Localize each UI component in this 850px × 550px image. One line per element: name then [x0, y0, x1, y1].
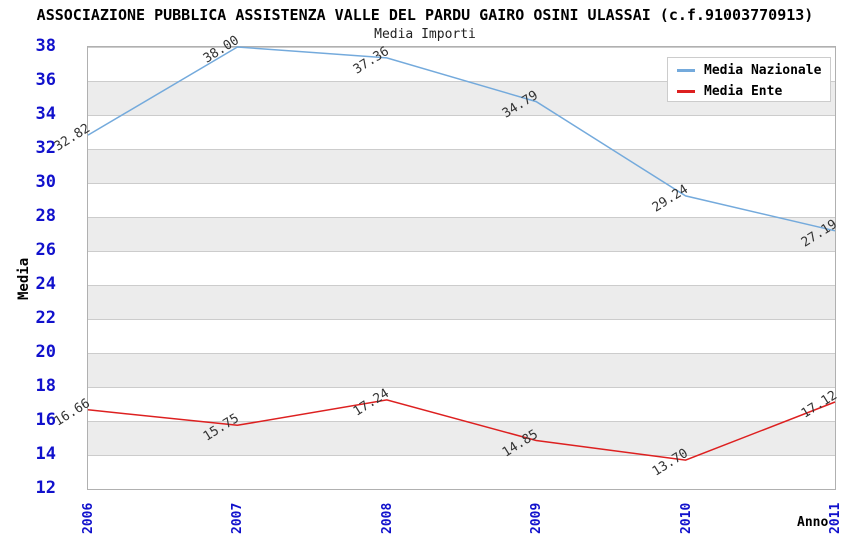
line-series-layer [87, 46, 836, 461]
x-tick-label: 2009 [529, 502, 545, 534]
legend: Media Nazionale Media Ente [667, 57, 831, 102]
x-axis-title: Anno [797, 515, 829, 530]
y-axis-ticks: 38 36 34 32 30 28 26 24 22 20 18 16 14 12 [0, 38, 56, 497]
legend-entry: Media Ente [677, 82, 830, 100]
chart-title: ASSOCIAZIONE PUBBLICA ASSISTENZA VALLE D… [36, 6, 814, 24]
y-tick-label: 30 [35, 172, 56, 192]
y-tick-label: 22 [35, 308, 56, 328]
x-tick-label: 2007 [230, 502, 246, 534]
y-tick-label: 20 [35, 342, 56, 362]
x-tick-label: 2011 [828, 502, 843, 534]
x-tick-label: 2006 [81, 502, 96, 534]
y-tick-label: 12 [35, 478, 56, 498]
y-tick-label: 36 [35, 70, 56, 90]
legend-line-icon [677, 89, 695, 93]
x-tick-label: 2010 [678, 502, 694, 534]
chart-subtitle: Media Importi [374, 27, 476, 42]
y-tick-label: 24 [35, 274, 56, 294]
y-tick-label: 14 [35, 444, 56, 464]
y-tick-label: 28 [35, 206, 56, 226]
legend-entry-label: Media Nazionale [704, 62, 822, 78]
y-tick-label: 34 [35, 104, 56, 124]
legend-line-icon [677, 68, 695, 72]
legend-entry: Media Nazionale [677, 61, 830, 79]
x-tick-label: 2008 [379, 502, 395, 534]
y-tick-label: 16 [35, 410, 56, 430]
legend-entry-label: Media Ente [704, 83, 783, 99]
x-axis-ticks: 2006 2007 2008 2009 2010 2011 [81, 489, 843, 549]
y-tick-label: 26 [35, 240, 56, 260]
y-tick-label: 32 [35, 138, 56, 158]
y-tick-label: 18 [35, 376, 56, 396]
y-tick-label: 38 [35, 36, 56, 56]
plot-area [87, 46, 836, 490]
